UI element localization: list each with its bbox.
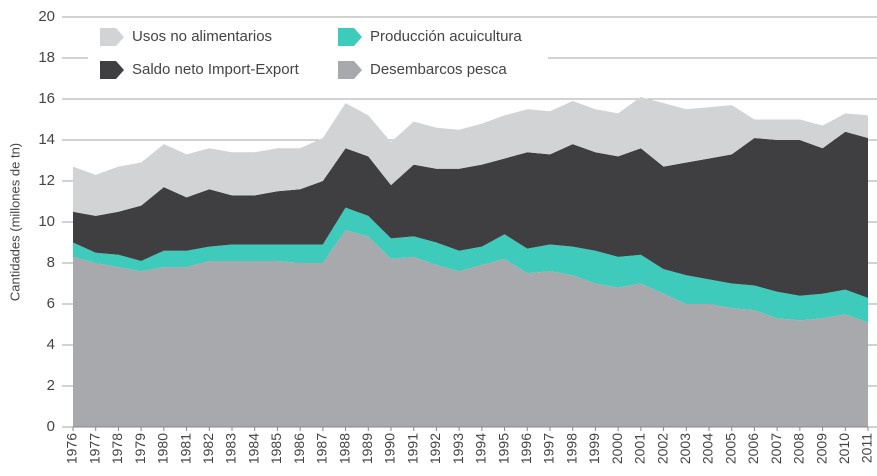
y-tick-label: 10	[38, 213, 55, 230]
legend-swatch	[100, 28, 124, 46]
x-tick-label: 1993	[450, 433, 466, 464]
x-tick-label: 1980	[155, 433, 171, 464]
x-tick-label: 1997	[541, 433, 557, 464]
legend-label: Saldo neto Import-Export	[132, 61, 300, 78]
x-tick-label: 1992	[427, 433, 443, 464]
y-axis-label: Cantidades (millones de tn)	[7, 143, 22, 301]
x-tick-label: 2001	[632, 433, 648, 464]
legend-box	[88, 18, 548, 88]
x-tick-label: 1995	[495, 433, 511, 464]
legend-label: Producción acuicultura	[370, 28, 522, 45]
x-tick-label: 1988	[336, 433, 352, 464]
y-tick-label: 8	[47, 254, 55, 271]
legend-swatch	[338, 61, 362, 79]
x-tick-label: 1991	[404, 433, 420, 464]
x-tick-label: 2004	[700, 433, 716, 464]
y-tick-label: 20	[38, 8, 55, 25]
area	[73, 96, 868, 216]
legend-swatch	[100, 61, 124, 79]
y-tick-label: 18	[38, 49, 55, 66]
x-tick-label: 1986	[291, 433, 307, 464]
area	[73, 230, 868, 427]
x-tick-label: 1985	[268, 433, 284, 464]
y-tick-label: 6	[47, 295, 55, 312]
x-tick-label: 1990	[382, 433, 398, 464]
x-tick-label: 1982	[200, 433, 216, 464]
x-tick-label: 1999	[586, 433, 602, 464]
y-tick-label: 2	[47, 377, 55, 394]
x-tick-label: 1987	[314, 433, 330, 464]
x-tick-label: 1976	[64, 433, 80, 464]
x-tick-label: 2009	[813, 433, 829, 464]
x-tick-label: 2008	[791, 433, 807, 464]
x-tick-label: 1998	[563, 433, 579, 464]
x-tick-label: 2000	[609, 433, 625, 464]
x-tick-label: 2005	[722, 433, 738, 464]
y-tick-label: 12	[38, 172, 55, 189]
x-tick-label: 1977	[86, 433, 102, 464]
x-tick-label: 1983	[223, 433, 239, 464]
legend-swatch	[338, 28, 362, 46]
y-tick-label: 4	[47, 336, 55, 353]
x-tick-label: 1996	[518, 433, 534, 464]
x-tick-label: 1984	[245, 433, 261, 464]
x-tick-label: 2002	[654, 433, 670, 464]
x-tick-label: 1989	[359, 433, 375, 464]
legend-label: Usos no alimentarios	[132, 28, 272, 45]
x-tick-label: 2003	[677, 433, 693, 464]
x-tick-label: 2006	[745, 433, 761, 464]
x-tick-label: 1979	[132, 433, 148, 464]
x-tick-label: 1994	[473, 433, 489, 464]
x-tick-label: 2010	[836, 433, 852, 464]
y-tick-label: 0	[47, 418, 55, 435]
x-tick-label: 2011	[859, 433, 875, 463]
x-tick-label: 2007	[768, 433, 784, 464]
legend: Desembarcos pesca Producción acuicultura S…	[88, 18, 548, 88]
area	[73, 207, 868, 323]
x-tick-label: 1981	[177, 433, 193, 464]
legend-label: Desembarcos pesca	[370, 61, 507, 78]
area	[73, 131, 868, 298]
y-tick-label: 14	[38, 131, 55, 148]
y-tick-label: 16	[38, 90, 55, 107]
x-tick-label: 1978	[109, 433, 125, 464]
